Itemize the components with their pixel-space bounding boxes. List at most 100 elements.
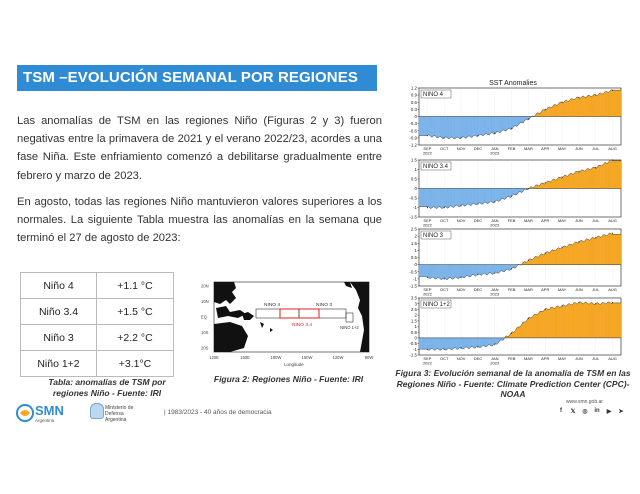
anomaly-area-segment — [524, 321, 527, 339]
anomaly-area-segment — [610, 302, 613, 339]
anomaly-area-segment — [539, 310, 542, 339]
anomaly-area-segment — [438, 188, 440, 208]
y-tick-label: 0 — [415, 186, 418, 191]
anomaly-area-segment — [589, 169, 592, 189]
month-tick-label: JUN — [575, 356, 583, 361]
anomaly-area-segment — [558, 306, 561, 339]
anomaly-area-segment — [507, 188, 510, 198]
anomaly-area-segment — [566, 99, 568, 117]
month-tick-label: MAR — [524, 287, 533, 292]
y-tick-label: -0.5 — [409, 196, 417, 201]
anomaly-area-segment — [576, 96, 579, 117]
anomaly-area-segment — [465, 264, 468, 277]
anomaly-area-segment — [518, 326, 521, 339]
anomaly-area-segment — [445, 264, 448, 280]
anomaly-area-segment — [612, 302, 622, 339]
anomaly-area-segment — [428, 337, 431, 351]
anomaly-area-segment — [478, 264, 481, 275]
y-tick-label: 0.9 — [411, 93, 418, 98]
anomaly-area-segment — [603, 91, 606, 117]
anomaly-area-segment — [547, 251, 550, 265]
anomaly-area-segment — [451, 264, 454, 280]
anomaly-area-segment — [499, 116, 502, 134]
youtube-icon[interactable]: ▶ — [606, 409, 612, 415]
website-link[interactable]: www.smn.gob.ar — [566, 399, 603, 405]
lon-tick-label: 150W — [302, 355, 313, 360]
year-label: 2022 — [423, 151, 433, 156]
anomaly-area-segment — [488, 188, 491, 203]
month-tick-label: JUN — [575, 218, 583, 223]
anomaly-area-segment — [555, 104, 558, 117]
anomaly-area-segment — [597, 235, 599, 265]
linkedin-icon[interactable]: in — [594, 408, 600, 414]
anomaly-area-segment — [462, 337, 465, 350]
month-tick-label: APR — [541, 218, 549, 223]
panel-label: NINO 4 — [423, 92, 444, 98]
anomaly-area-segment — [490, 337, 493, 347]
anomaly-area-segment — [572, 98, 575, 117]
y-tick-label: 2 — [415, 313, 418, 318]
anomaly-area-segment — [444, 337, 447, 351]
anomaly-area-segment — [498, 116, 501, 134]
anomaly-area-segment — [535, 256, 538, 265]
argentina-shield-icon — [90, 403, 104, 419]
facebook-icon[interactable]: f — [560, 408, 562, 414]
smn-logo: SMN Argentina — [16, 402, 76, 426]
month-tick-label: MAY — [558, 356, 567, 361]
year-label: 2023 — [490, 223, 500, 228]
anomaly-area-segment — [578, 301, 581, 339]
indonesia-landmass — [216, 306, 246, 318]
anomaly-area-segment — [484, 188, 487, 203]
sst-chart-title: SST Anomalies — [489, 80, 537, 87]
anomaly-area-segment — [456, 264, 459, 280]
month-tick-label: DEC — [474, 356, 483, 361]
anomaly-area-segment — [575, 302, 578, 339]
twitter-icon[interactable]: 𝕏 — [570, 409, 576, 415]
table-caption: Tabla: anomalías de TSM por regiones Niñ… — [48, 377, 166, 398]
anomaly-area-segment — [564, 99, 567, 117]
anomaly-area-segment — [430, 116, 433, 138]
region-cell: Niño 3.4 — [20, 298, 97, 325]
anomaly-area-segment — [478, 116, 481, 137]
month-tick-label: FEB — [508, 218, 516, 223]
anomaly-area-segment — [485, 116, 488, 135]
anomaly-area-segment — [593, 238, 596, 265]
anomaly-area-segment — [587, 238, 590, 265]
y-tick-label: -0.5 — [409, 341, 417, 346]
anomaly-area-segment — [541, 253, 544, 265]
anomaly-area-segment — [607, 301, 610, 339]
anomaly-area-segment — [529, 258, 531, 265]
anomaly-area-segment — [521, 116, 524, 124]
anomaly-area-segment — [495, 116, 498, 135]
anomaly-area-segment — [468, 188, 471, 206]
anomaly-area-segment — [522, 321, 525, 339]
anomaly-area-segment — [580, 96, 582, 117]
anomaly-area-segment — [441, 264, 443, 281]
anomaly-area-segment — [573, 171, 576, 189]
anomaly-area-segment — [592, 167, 595, 189]
telegram-icon[interactable]: ➤ — [618, 409, 624, 415]
y-tick-label: -1 — [413, 276, 417, 281]
anomaly-area-segment — [439, 116, 442, 138]
anomaly-area-segment — [490, 188, 493, 203]
anomaly-area-segment — [476, 116, 479, 137]
anomaly-area-segment — [600, 302, 602, 339]
month-tick-label: FEB — [508, 146, 516, 151]
instagram-icon[interactable]: ◎ — [582, 409, 588, 415]
anomaly-area-segment — [495, 337, 498, 345]
y-tick-label: 1 — [415, 324, 418, 329]
anomaly-area-segment — [612, 160, 622, 189]
sst-panel: 1.2 0.9 0.6 0.3 0 -0.3 -0.6 -0.9 -1.2 NINO 4 SEP OC… — [409, 86, 622, 156]
anomaly-area-segment — [461, 116, 464, 139]
smn-logo-text: SMN — [35, 403, 64, 418]
lat-tick-label: 20N — [201, 284, 209, 289]
anomaly-area-segment — [535, 313, 538, 339]
anomaly-area-segment — [587, 167, 590, 189]
y-tick-label: 2.5 — [411, 227, 418, 232]
anomaly-area-segment — [459, 337, 462, 348]
anomaly-area-segment — [584, 301, 587, 339]
anomaly-area-segment — [487, 188, 490, 205]
anomaly-area-segment — [498, 188, 501, 202]
anomaly-area-segment — [572, 173, 575, 189]
anomaly-area-segment — [434, 116, 437, 139]
